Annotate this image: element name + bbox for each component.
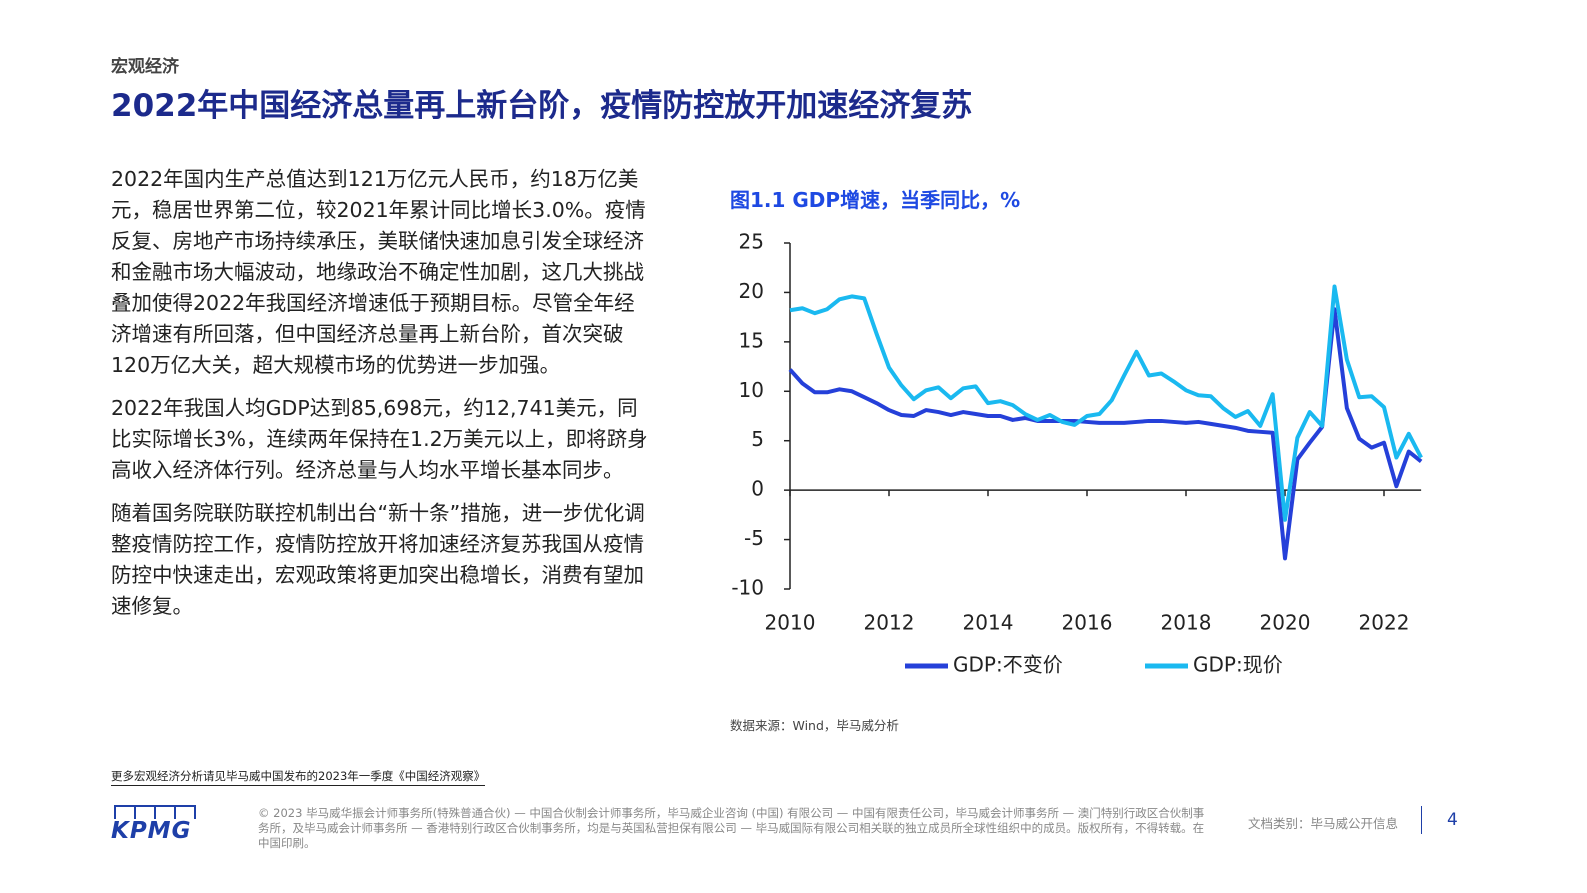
x-tick-label: 2012 bbox=[864, 611, 915, 635]
doc-category: 文档类别：毕马威公开信息 bbox=[1248, 816, 1399, 831]
page-number: 4 bbox=[1447, 810, 1458, 830]
x-tick-label: 2022 bbox=[1359, 611, 1410, 635]
y-tick-label: 25 bbox=[739, 230, 764, 254]
legend-label: GDP:现价 bbox=[1193, 653, 1283, 677]
chart: -10 -5 0 5 10 15 20 25 2010 2012 2014 2016 2018 2020 2… bbox=[731, 230, 1423, 677]
paragraph: 随着国务院联防联控机制出台“新十条”措施，进一步优化调整疫情防控工作，疫情防控放… bbox=[111, 501, 645, 618]
y-tick-label: 0 bbox=[751, 477, 764, 501]
separator bbox=[1421, 806, 1422, 834]
chart-source: 数据来源：Wind，毕马威分析 bbox=[730, 718, 899, 733]
x-tick-label: 2016 bbox=[1062, 611, 1113, 635]
y-tick-label: 10 bbox=[739, 378, 764, 402]
page-title: 2022年中国经济总量再上新台阶，疫情防控放开加速经济复苏 bbox=[111, 88, 973, 124]
legend-label: GDP:不变价 bbox=[953, 653, 1063, 677]
y-tick-label: 15 bbox=[739, 328, 764, 352]
x-tick-label: 2014 bbox=[963, 611, 1014, 635]
paragraph: 2022年国内生产总值达到121万亿元人民币，约18万亿美元，稳居世界第二位，较… bbox=[111, 167, 646, 377]
section-label: 宏观经济 bbox=[111, 57, 179, 77]
report-link[interactable]: 更多宏观经济分析请见毕马威中国发布的2023年一季度《中国经济观察》 bbox=[111, 768, 486, 786]
logo-boxes bbox=[114, 805, 196, 819]
y-tick-label: 20 bbox=[739, 279, 764, 303]
x-tick-label: 2018 bbox=[1161, 611, 1212, 635]
x-tick-label: 2010 bbox=[765, 611, 816, 635]
body-text: 2022年国内生产总值达到121万亿元人民币，约18万亿美元，稳居世界第二位，较… bbox=[111, 164, 651, 634]
series-line bbox=[789, 284, 1423, 522]
legal-text: © 2023 毕马威华振会计师事务所(特殊普通合伙) — 中国合伙制会计师事务所… bbox=[258, 806, 1205, 850]
series-line bbox=[788, 307, 1423, 561]
logo: KPMG bbox=[111, 818, 192, 844]
y-tick-label: 5 bbox=[751, 427, 764, 451]
paragraph: 2022年我国人均GDP达到85,698元，约12,741美元，同比实际增长3%… bbox=[111, 396, 648, 482]
chart-title: 图1.1 GDP增速，当季同比，% bbox=[730, 188, 1021, 212]
y-tick-label: -5 bbox=[744, 526, 764, 550]
x-tick-label: 2020 bbox=[1260, 611, 1311, 635]
y-tick-label: -10 bbox=[731, 576, 764, 600]
